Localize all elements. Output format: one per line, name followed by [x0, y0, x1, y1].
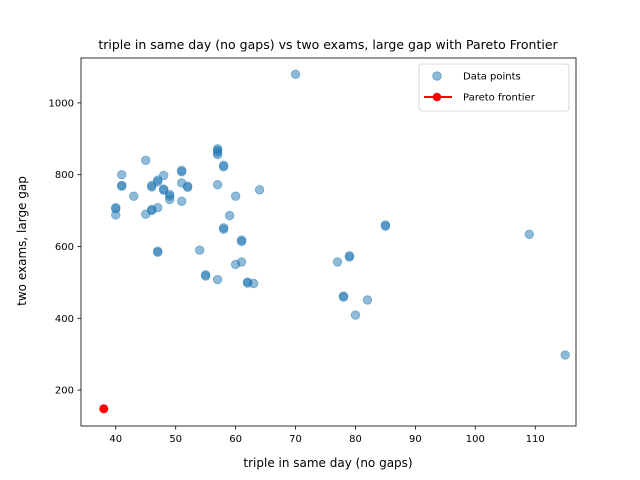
chart-title: triple in same day (no gaps) vs two exam…: [98, 37, 558, 52]
x-tick-label-2: 60: [229, 434, 242, 445]
data-point-25: [176, 167, 187, 177]
data-point-60: [362, 295, 373, 305]
data-point-62: [380, 221, 391, 231]
data-point-44: [230, 191, 241, 201]
data-point-48: [236, 257, 247, 267]
legend-marker-pareto: [432, 92, 442, 102]
legend: Data points Pareto frontier: [418, 63, 570, 112]
data-point-7: [141, 155, 151, 166]
data-point-29: [182, 182, 193, 192]
y-tick-label-3: 800: [55, 170, 74, 181]
x-tick-label-4: 80: [349, 434, 362, 445]
x-tick-label-3: 70: [289, 434, 302, 445]
data-point-30: [194, 245, 205, 255]
x-axis-label: triple in same day (no gaps): [243, 456, 412, 470]
data-point-40: [218, 162, 229, 172]
data-point-32: [200, 271, 211, 281]
data-point-23: [164, 194, 175, 205]
plot-points: [99, 69, 570, 414]
legend-marker-data-points: [432, 71, 442, 81]
data-point-56: [338, 292, 349, 302]
x-tick-label-5: 90: [409, 434, 422, 445]
data-point-6: [129, 191, 139, 201]
legend-label-pareto: Pareto frontier: [463, 93, 536, 104]
x-tick-label-0: 40: [109, 434, 122, 445]
data-point-58: [344, 252, 355, 262]
data-point-47: [236, 236, 247, 247]
data-point-36: [212, 149, 223, 160]
data-point-10: [147, 182, 157, 192]
plot-frame: [80, 57, 577, 427]
data-point-43: [224, 210, 235, 221]
data-point-15: [153, 203, 163, 213]
data-point-14: [153, 177, 163, 187]
data-point-42: [218, 224, 229, 234]
data-point-51: [248, 278, 259, 289]
data-point-64: [560, 350, 570, 360]
x-tick-label-1: 50: [169, 434, 182, 445]
data-point-5: [117, 181, 127, 191]
data-point-18: [158, 170, 169, 181]
data-point-37: [212, 180, 223, 190]
x-tick-label-6: 100: [466, 434, 485, 445]
x-tick-label-7: 110: [526, 434, 545, 445]
data-point-2: [111, 210, 121, 220]
legend-box: [418, 63, 570, 112]
data-point-38: [212, 274, 223, 285]
data-point-27: [176, 196, 187, 206]
legend-label-data-points: Data points: [463, 72, 521, 83]
data-point-53: [290, 69, 301, 79]
y-tick-label-0: 200: [55, 386, 74, 397]
y-tick-label-4: 1000: [49, 98, 74, 109]
pareto-point-0: [99, 404, 109, 414]
data-point-17: [153, 247, 163, 257]
y-axis-label: two exams, large gap: [15, 176, 29, 306]
data-point-54: [332, 257, 343, 267]
y-tick-label-1: 400: [55, 314, 74, 325]
data-point-59: [350, 310, 361, 320]
data-point-3: [117, 169, 127, 180]
axes: 40 50 60 70 80 90 100 110 200 400 600 800 1000: [49, 57, 577, 445]
y-tick-label-2: 600: [55, 242, 74, 253]
data-point-63: [524, 229, 534, 239]
data-point-52: [254, 185, 265, 195]
